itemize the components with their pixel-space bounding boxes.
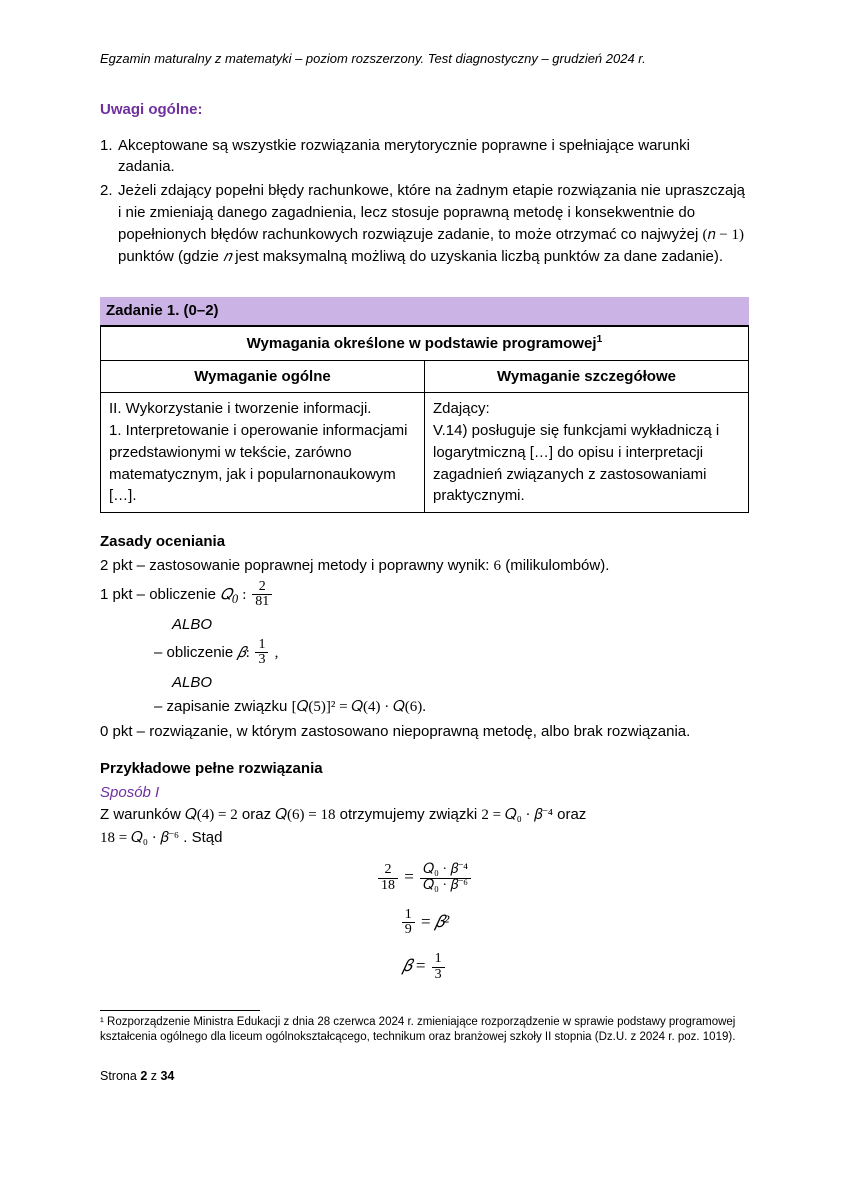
caption-text: Wymagania określone w podstawie programo… — [247, 335, 597, 352]
equation-1: 218 = 𝑄₀ · 𝛽⁻⁴𝑄₀ · 𝛽⁻⁶ — [100, 863, 749, 893]
solutions-title: Przykładowe pełne rozwiązania — [100, 758, 749, 780]
colon: : — [242, 587, 250, 603]
text-run: oraz — [242, 806, 275, 823]
text-run: (milikulombów). — [505, 557, 609, 574]
scoring-title: Zasady oceniania — [100, 531, 749, 553]
footnote-rule — [100, 1010, 260, 1011]
text-run: z — [147, 1069, 160, 1083]
math-inline: 𝑄(4) = 2 — [185, 807, 238, 823]
method-label: Sposób I — [100, 782, 749, 804]
text-run: Strona — [100, 1069, 140, 1083]
math-inline: 𝑛 — [223, 249, 231, 265]
text-run: Z warunków — [100, 806, 185, 823]
text-run: jest maksymalną możliwą do uzyskania lic… — [235, 248, 723, 265]
math-inline: 𝛽 — [237, 645, 245, 661]
fraction: 281 — [252, 580, 272, 610]
score-1pt-b: – obliczenie 𝛽: 13 , — [154, 638, 749, 668]
math-inline: 𝑄(6) = 18 — [275, 807, 335, 823]
text-run: punktów (gdzie — [118, 248, 223, 265]
col-header-general: Wymaganie ogólne — [101, 360, 425, 393]
text-run: 1 pkt – obliczenie — [100, 586, 220, 603]
math-inline: 6 — [494, 558, 502, 574]
math-inline: (𝑛 − 1) — [702, 227, 744, 243]
score-0pt: 0 pkt – rozwiązanie, w którym zastosowan… — [100, 721, 749, 743]
general-notes-list: 1. Akceptowane są wszystkie rozwiązania … — [100, 135, 749, 270]
footnote-ref: 1 — [596, 333, 602, 345]
task-title-bar: Zadanie 1. (0–2) — [100, 297, 749, 326]
item-text: Akceptowane są wszystkie rozwiązania mer… — [118, 135, 749, 179]
page-header: Egzamin maturalny z matematyki – poziom … — [100, 50, 749, 69]
requirements-table: Wymagania określone w podstawie programo… — [100, 326, 749, 513]
scoring-section: Zasady oceniania 2 pkt – zastosowanie po… — [100, 531, 749, 742]
text-run: . Stąd — [183, 829, 222, 846]
col-header-detail: Wymaganie szczegółowe — [425, 360, 749, 393]
fraction: 13 — [255, 638, 268, 668]
item-text: Jeżeli zdający popełni błędy rachunkowe,… — [118, 180, 749, 269]
cell-detail: Zdający: V.14) posługuje się funkcjami w… — [425, 393, 749, 513]
text-run: – obliczenie — [154, 644, 237, 661]
footnote-text: ¹ Rozporządzenie Ministra Edukacji z dni… — [100, 1015, 749, 1045]
math-inline: [𝑄(5)]² = 𝑄(4) · 𝑄(6). — [292, 699, 426, 715]
score-1pt-c: – zapisanie związku [𝑄(5)]² = 𝑄(4) · 𝑄(6… — [154, 696, 749, 719]
math-inline: 𝑄0 — [220, 587, 238, 603]
list-item: 1. Akceptowane są wszystkie rozwiązania … — [100, 135, 749, 179]
text-run: 2 pkt – zastosowanie poprawnej metody i … — [100, 557, 494, 574]
math-inline: 18 = 𝑄₀ · 𝛽⁻⁶ — [100, 830, 179, 846]
text-run: – zapisanie związku — [154, 698, 292, 715]
equation-2: 19 = 𝛽² — [100, 908, 749, 938]
albo-1: ALBO — [172, 614, 749, 636]
item-number: 2. — [100, 180, 118, 269]
equation-3: 𝛽 = 13 — [100, 952, 749, 982]
text-run: Jeżeli zdający popełni błędy rachunkowe,… — [118, 182, 745, 243]
math-inline: 2 = 𝑄₀ · 𝛽⁻⁴ — [481, 807, 553, 823]
table-caption: Wymagania określone w podstawie programo… — [101, 326, 749, 360]
page-number: Strona 2 z 34 — [100, 1067, 749, 1085]
text-run: oraz — [557, 806, 586, 823]
cell-general: II. Wykorzystanie i tworzenie informacji… — [101, 393, 425, 513]
solution-line-2: 18 = 𝑄₀ · 𝛽⁻⁶ . Stąd — [100, 827, 749, 850]
list-item: 2. Jeżeli zdający popełni błędy rachunko… — [100, 180, 749, 269]
score-2pt: 2 pkt – zastosowanie poprawnej metody i … — [100, 555, 749, 578]
solution-line-1: Z warunków 𝑄(4) = 2 oraz 𝑄(6) = 18 otrzy… — [100, 804, 749, 827]
score-1pt-a: 1 pkt – obliczenie 𝑄0 : 281 — [100, 580, 749, 610]
item-number: 1. — [100, 135, 118, 179]
albo-2: ALBO — [172, 672, 749, 694]
text-run: otrzymujemy związki — [340, 806, 482, 823]
page-total: 34 — [160, 1069, 174, 1083]
general-notes-title: Uwagi ogólne: — [100, 99, 749, 121]
